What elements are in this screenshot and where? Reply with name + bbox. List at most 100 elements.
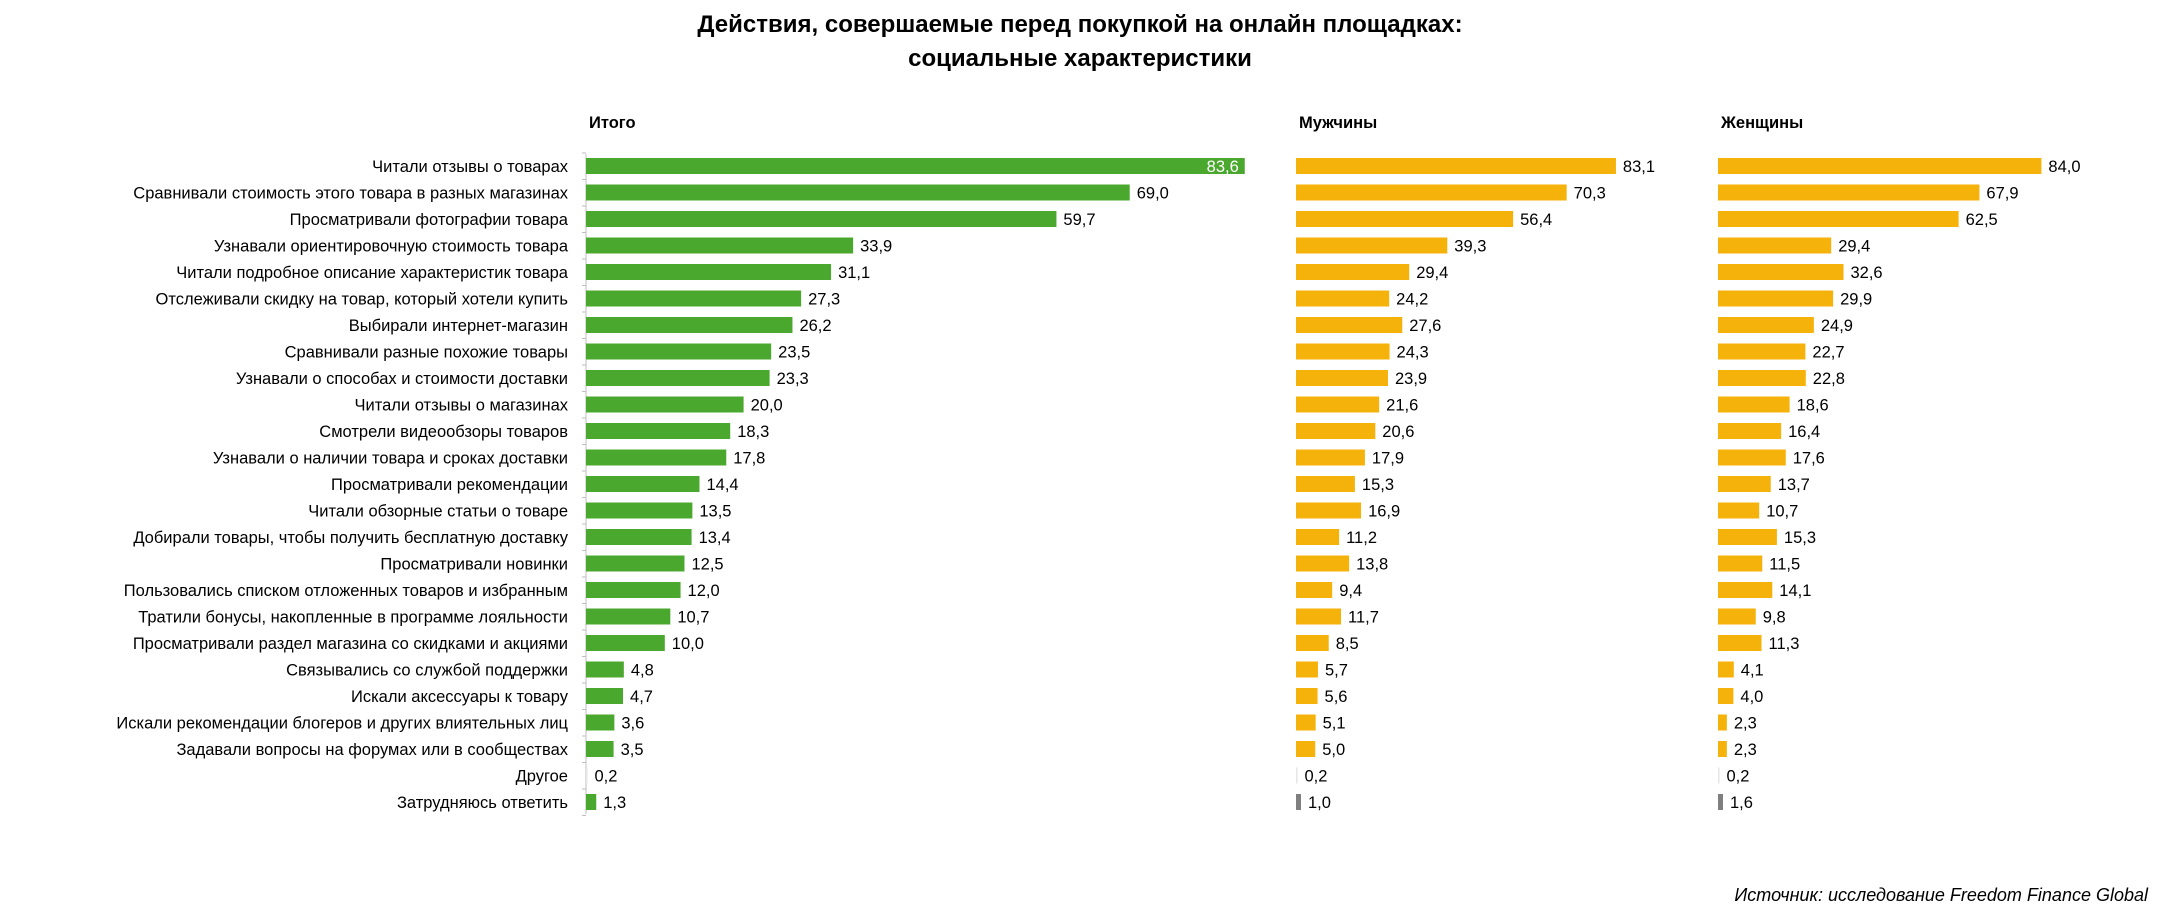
bar (1718, 343, 1806, 360)
bar (1718, 741, 1727, 757)
data-label: 10,0 (672, 635, 704, 653)
chart-title-line-2: социальные характеристики (908, 45, 1252, 72)
bar (586, 661, 624, 678)
data-label: 12,0 (688, 582, 720, 600)
data-label: 24,2 (1396, 291, 1428, 309)
bar (586, 794, 597, 810)
bar (586, 184, 1130, 201)
bar (586, 714, 615, 731)
category-label: Сравнивали стоимость этого товара в разн… (133, 185, 568, 203)
data-label: 4,0 (1740, 688, 1763, 706)
data-label: 0,2 (1305, 768, 1328, 786)
bar (1718, 317, 1814, 333)
data-label: 56,4 (1520, 211, 1552, 229)
category-label: Смотрели видеообзоры товаров (319, 423, 568, 441)
data-label: 9,4 (1339, 582, 1362, 600)
data-label: 11,7 (1348, 609, 1379, 627)
data-label: 0,2 (1727, 768, 1750, 786)
bar (1718, 794, 1723, 810)
bar (1296, 502, 1362, 519)
bar (1718, 502, 1760, 519)
data-label: 20,6 (1382, 423, 1414, 441)
source-note: Источник: исследование Freedom Finance G… (1734, 885, 2148, 905)
data-label: 33,9 (860, 238, 892, 256)
data-label: 11,5 (1769, 556, 1800, 574)
data-label: 24,9 (1821, 317, 1853, 335)
bar (586, 211, 1057, 227)
data-label: 2,3 (1734, 741, 1757, 759)
data-label: 14,1 (1779, 582, 1811, 600)
category-label: Читали обзорные статьи о товаре (308, 503, 568, 521)
category-label: Просматривали фотографии товара (290, 211, 569, 229)
bar (1296, 767, 1298, 784)
data-label: 13,4 (699, 529, 731, 547)
data-label: 16,4 (1788, 423, 1820, 441)
bar (1296, 608, 1342, 625)
data-label: 69,0 (1137, 185, 1169, 203)
data-label: 83,1 (1623, 158, 1655, 176)
data-label: 18,6 (1797, 397, 1829, 415)
bar (586, 582, 681, 598)
data-label: 29,9 (1840, 291, 1872, 309)
bar (1718, 370, 1806, 386)
category-label: Сравнивали разные похожие товары (285, 344, 568, 362)
data-label: 1,3 (603, 794, 626, 812)
data-label: 8,5 (1336, 635, 1359, 653)
data-label: 31,1 (838, 264, 870, 282)
bar (1296, 237, 1448, 254)
category-label: Отслеживали скидку на товар, который хот… (156, 291, 568, 309)
bar (586, 423, 731, 439)
bar (1296, 184, 1567, 201)
data-label: 22,7 (1812, 344, 1844, 362)
data-label: 14,4 (706, 476, 738, 494)
data-label: 70,3 (1574, 185, 1606, 203)
bar (1718, 396, 1790, 413)
category-label: Узнавали ориентировочную стоимость товар… (214, 238, 569, 256)
data-label: 21,6 (1386, 397, 1418, 415)
bar (1718, 714, 1727, 731)
bar (1718, 423, 1782, 439)
bar (1296, 794, 1301, 810)
bar (586, 158, 1245, 174)
data-label: 24,3 (1397, 344, 1429, 362)
bar (1296, 476, 1355, 492)
bar (1296, 661, 1318, 678)
data-label: 27,3 (808, 291, 840, 309)
category-label: Просматривали новинки (380, 556, 568, 574)
data-label: 1,0 (1308, 794, 1331, 812)
data-label: 26,2 (799, 317, 831, 335)
bar (1718, 555, 1763, 572)
bar (1296, 582, 1333, 598)
category-label: Узнавали о способах и стоимости доставки (236, 370, 568, 388)
bar (586, 317, 793, 333)
bar (586, 476, 700, 492)
data-label: 17,9 (1372, 450, 1404, 468)
bar (586, 343, 772, 360)
bar (586, 635, 665, 651)
data-label: 84,0 (2048, 158, 2080, 176)
data-label: 9,8 (1763, 609, 1786, 627)
category-label: Тратили бонусы, накопленные в программе … (138, 609, 568, 627)
panel-title: Женщины (1720, 114, 1803, 132)
panel-title: Мужчины (1299, 114, 1377, 132)
bar (586, 396, 744, 413)
bar (1718, 635, 1762, 651)
data-label: 12,5 (692, 556, 724, 574)
data-label: 4,8 (631, 662, 654, 680)
data-label: 27,6 (1409, 317, 1441, 335)
data-label: 3,5 (621, 741, 644, 759)
data-label: 11,2 (1346, 529, 1377, 547)
bar (1296, 158, 1616, 174)
data-label: 4,1 (1741, 662, 1764, 680)
bar (1718, 661, 1734, 678)
data-label: 18,3 (737, 423, 769, 441)
category-label: Читали отзывы о магазинах (355, 397, 569, 415)
data-label: 83,6 (1207, 158, 1239, 176)
bar (1296, 714, 1316, 731)
bar (586, 237, 854, 254)
data-label: 29,4 (1838, 238, 1870, 256)
bar (1718, 767, 1720, 784)
category-label: Читали отзывы о товарах (372, 158, 569, 176)
data-label: 3,6 (621, 715, 644, 733)
